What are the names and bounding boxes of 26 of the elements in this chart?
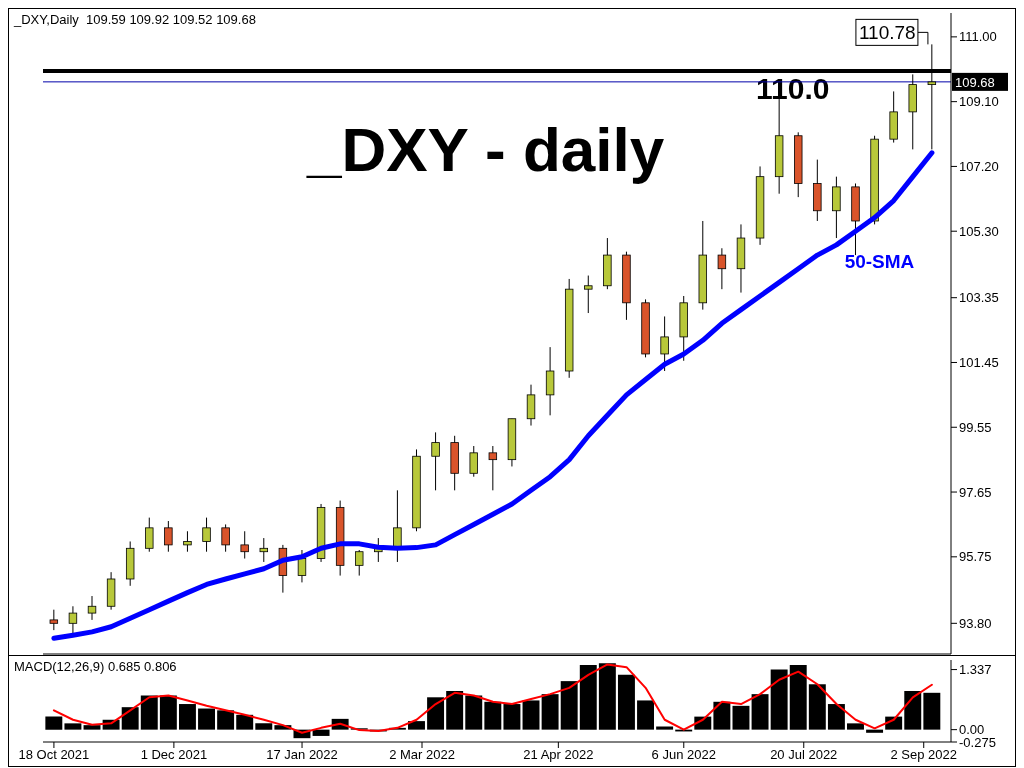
y-tick-label: 93.80 (959, 615, 992, 631)
x-tick-label: 17 Jan 2022 (266, 747, 338, 763)
x-tick-label: 18 Oct 2021 (18, 747, 90, 763)
annotation: _DXY,Daily 109.59 109.92 109.52 109.68 (14, 12, 256, 27)
y-tick-label: 95.75 (959, 549, 992, 565)
series-label: 50-SMA (844, 250, 915, 272)
y-tick-label: 97.65 (959, 484, 992, 500)
y-tick-label: 1.337 (959, 662, 992, 678)
annotation: 110.78 (858, 22, 916, 44)
x-tick-label: 21 Apr 2022 (523, 747, 594, 763)
ref-line-label: 109.68 (955, 74, 995, 90)
x-tick-label: 2 Sep 2022 (890, 747, 957, 763)
y-tick-label: 101.45 (959, 355, 999, 371)
x-tick-label: 1 Dec 2021 (140, 747, 208, 763)
y-tick-label: 107.20 (959, 159, 999, 175)
ref-line-label: 110.0 (756, 71, 830, 105)
x-tick-label: 6 Jun 2022 (651, 747, 716, 763)
y-tick-label: 109.10 (959, 94, 999, 110)
y-tick-label: 111.00 (959, 29, 997, 45)
annotation: MACD(12,26,9) 0.685 0.806 (14, 659, 177, 674)
y-tick-label: 99.55 (959, 419, 992, 435)
y-tick-label: 105.30 (959, 223, 999, 239)
x-tick-label: 20 Jul 2022 (770, 747, 838, 763)
y-tick-label: 103.35 (959, 290, 999, 306)
x-tick-label: 2 Mar 2022 (389, 747, 455, 763)
text: _DXY - daily (307, 114, 665, 185)
